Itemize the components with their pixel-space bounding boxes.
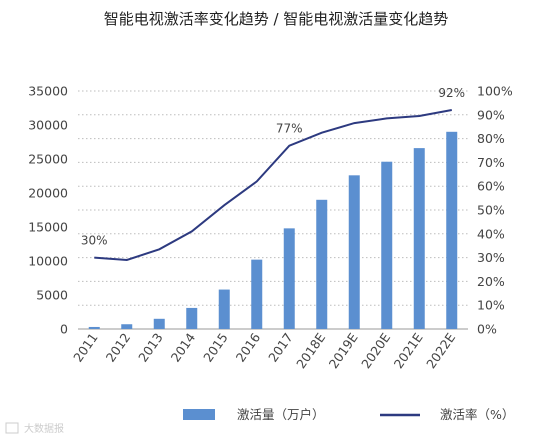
x-tick-label: 2014: [168, 330, 199, 365]
legend-bar-label: 激活量（万户）: [237, 407, 325, 422]
right-tick-label: 100%: [477, 84, 513, 99]
right-tick-label: 50%: [477, 203, 505, 218]
x-tick-label: 2021E: [391, 330, 426, 371]
x-tick-label: 2011: [70, 330, 101, 365]
right-tick-label: 30%: [477, 250, 505, 265]
line-series: [94, 109, 452, 262]
data-label: 77%: [276, 122, 303, 136]
bar: [218, 289, 230, 329]
x-tick-label: 2012: [103, 330, 134, 365]
right-tick-label: 0%: [477, 322, 497, 337]
x-tick-label: 2018E: [293, 330, 328, 371]
left-tick-label: 25000: [28, 152, 68, 167]
legend-bar-swatch: [183, 409, 215, 420]
right-tick-label: 90%: [477, 107, 505, 122]
x-tick-label: 2015: [200, 330, 231, 365]
watermark: 大数据报: [5, 422, 64, 435]
right-tick-label: 10%: [477, 298, 505, 313]
chart-title: 智能电视激活率变化趋势 / 智能电视激活量变化趋势: [104, 10, 449, 28]
bar: [381, 161, 393, 329]
bar: [283, 228, 295, 329]
bar: [121, 324, 133, 329]
annotations: 30% 77% 92%: [81, 86, 465, 248]
rate-line: [94, 109, 452, 262]
bar: [186, 307, 198, 329]
bar: [88, 326, 100, 329]
x-tick-label: 2022E: [423, 330, 458, 371]
bar: [153, 318, 165, 329]
left-tick-label: 10000: [28, 254, 68, 269]
data-label: 30%: [81, 234, 108, 248]
right-tick-label: 40%: [477, 226, 505, 241]
bar: [446, 131, 458, 329]
bar: [251, 259, 263, 329]
left-tick-label: 30000: [28, 118, 68, 133]
left-tick-label: 20000: [28, 186, 68, 201]
bar: [348, 175, 360, 329]
data-label: 92%: [438, 86, 465, 100]
grid: [78, 90, 468, 330]
right-tick-label: 80%: [477, 131, 505, 146]
x-tick-label: 2017: [265, 330, 296, 365]
bar: [413, 148, 425, 329]
legend: 激活量（万户） 激活率（%）: [183, 407, 514, 422]
x-tick-label: 2016: [233, 330, 264, 365]
x-tick-label: 2020E: [358, 330, 393, 371]
x-axis: 2011 2012 2013 2014 2015 2016 20172018E2019E20…: [70, 330, 458, 371]
left-tick-label: 5000: [36, 288, 68, 303]
bar-series: [88, 131, 458, 329]
x-tick-label: 2013: [135, 330, 166, 365]
right-tick-label: 60%: [477, 179, 505, 194]
left-tick-label: 35000: [28, 84, 68, 99]
watermark-text: 大数据报: [24, 422, 64, 435]
right-tick-label: 20%: [477, 274, 505, 289]
left-axis: 0 5000 10000 15000 20000 25000 30000 35000: [28, 84, 68, 337]
x-tick-label: 2019E: [326, 330, 361, 371]
left-tick-label: 0: [60, 322, 68, 337]
right-axis: 0% 10% 20% 30% 40% 50% 60% 70% 80% 90% 100%: [477, 84, 513, 337]
legend-line-label: 激活率（%）: [440, 407, 514, 422]
right-tick-label: 70%: [477, 155, 505, 170]
bar: [316, 199, 328, 329]
left-tick-label: 15000: [28, 220, 68, 235]
watermark-icon: [5, 422, 19, 434]
